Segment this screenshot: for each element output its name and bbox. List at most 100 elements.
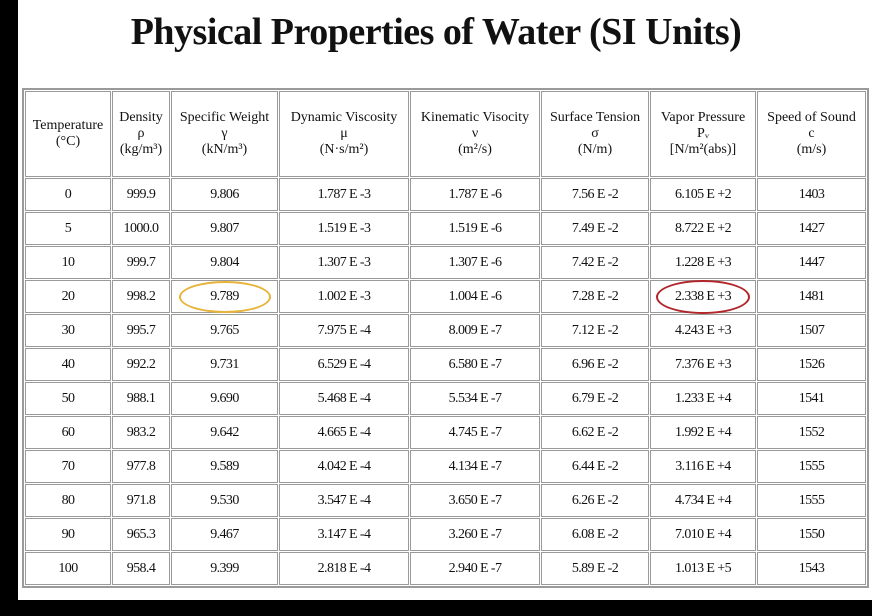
table-cell: 1.004 E -6 bbox=[410, 280, 540, 313]
table-cell: 1481 bbox=[757, 280, 866, 313]
table-cell: 30 bbox=[25, 314, 111, 347]
column-header-unit: (°C) bbox=[55, 134, 81, 149]
table-cell: 9.804 bbox=[171, 246, 278, 279]
table-cell: 4.243 E +3 bbox=[650, 314, 756, 347]
table-cell: 1.992 E +4 bbox=[650, 416, 756, 449]
table-cell: 50 bbox=[25, 382, 111, 415]
table-cell: 1541 bbox=[757, 382, 866, 415]
table-cell: 2.338 E +3 bbox=[650, 279, 756, 314]
table-cell: 5.534 E -7 bbox=[410, 382, 540, 415]
table-cell: 4.665 E -4 bbox=[279, 416, 409, 449]
table-cell: 1.002 E -3 bbox=[279, 280, 409, 313]
table-cell: 10 bbox=[25, 246, 111, 279]
table-row: 100 958.4 9.399 2.818 E -4 2.940 E -7 5.89 E … bbox=[25, 552, 866, 585]
table-header-row: Temperature (°C) Density ρ (kg/m³) Specific W… bbox=[25, 91, 866, 177]
column-header-symbol: c bbox=[808, 126, 815, 141]
column-header: Vapor Pressure Pᵥ [N/m²(abs)] bbox=[650, 91, 756, 177]
water-properties-table: Temperature (°C) Density ρ (kg/m³) Specific W… bbox=[22, 88, 869, 588]
column-header: Density ρ (kg/m³) bbox=[112, 91, 170, 177]
table-cell: 4.734 E +4 bbox=[650, 484, 756, 517]
table-cell: 5.89 E -2 bbox=[541, 552, 649, 585]
table-cell: 3.547 E -4 bbox=[279, 484, 409, 517]
column-header-unit: (N/m) bbox=[577, 142, 613, 157]
table-cell: 1000.0 bbox=[112, 212, 170, 245]
table-row: 60 983.2 9.642 4.665 E -4 4.745 E -7 6.62 E -… bbox=[25, 416, 866, 449]
table-cell: 0 bbox=[25, 178, 111, 211]
table-cell: 3.650 E -7 bbox=[410, 484, 540, 517]
column-header: Speed of Sound c (m/s) bbox=[757, 91, 866, 177]
table-cell: 1.228 E +3 bbox=[650, 246, 756, 279]
table-cell: 6.62 E -2 bbox=[541, 416, 649, 449]
table-row: 40 992.2 9.731 6.529 E -4 6.580 E -7 6.96 E -… bbox=[25, 348, 866, 381]
table-cell: 998.2 bbox=[112, 280, 170, 313]
table-cell: 1.307 E -3 bbox=[279, 246, 409, 279]
table-cell: 1.233 E +4 bbox=[650, 382, 756, 415]
table-cell: 4.745 E -7 bbox=[410, 416, 540, 449]
table-cell: 9.589 bbox=[171, 450, 278, 483]
column-header: Dynamic Viscosity μ (N·s/m²) bbox=[279, 91, 409, 177]
table-row: 70 977.8 9.589 4.042 E -4 4.134 E -7 6.44 E -… bbox=[25, 450, 866, 483]
table-cell: 80 bbox=[25, 484, 111, 517]
highlight-ellipse bbox=[656, 279, 750, 314]
table-cell: 6.105 E +2 bbox=[650, 178, 756, 211]
table-cell: 992.2 bbox=[112, 348, 170, 381]
column-header-unit: (kN/m³) bbox=[201, 142, 248, 157]
table-row: 50 988.1 9.690 5.468 E -4 5.534 E -7 6.79 E -… bbox=[25, 382, 866, 415]
table-cell: 7.42 E -2 bbox=[541, 246, 649, 279]
table-cell: 971.8 bbox=[112, 484, 170, 517]
column-header-unit: (m²/s) bbox=[458, 142, 492, 157]
table-cell: 9.399 bbox=[171, 552, 278, 585]
table-cell: 6.529 E -4 bbox=[279, 348, 409, 381]
table-cell: 999.9 bbox=[112, 178, 170, 211]
table-cell: 7.975 E -4 bbox=[279, 314, 409, 347]
table-row: 30 995.7 9.765 7.975 E -4 8.009 E -7 7.12 E -… bbox=[25, 314, 866, 347]
table-cell: 9.467 bbox=[171, 518, 278, 551]
table-cell: 999.7 bbox=[112, 246, 170, 279]
table-cell: 9.642 bbox=[171, 416, 278, 449]
table-cell: 977.8 bbox=[112, 450, 170, 483]
table-cell: 6.44 E -2 bbox=[541, 450, 649, 483]
table-cell: 9.530 bbox=[171, 484, 278, 517]
column-header-name: Kinematic Visocity bbox=[420, 110, 530, 125]
column-header-name: Dynamic Viscosity bbox=[290, 110, 398, 125]
table-cell: 1550 bbox=[757, 518, 866, 551]
table-cell: 8.009 E -7 bbox=[410, 314, 540, 347]
table-cell: 6.96 E -2 bbox=[541, 348, 649, 381]
table-row: 90 965.3 9.467 3.147 E -4 3.260 E -7 6.08 E -… bbox=[25, 518, 866, 551]
table-cell: 9.690 bbox=[171, 382, 278, 415]
table-cell: 60 bbox=[25, 416, 111, 449]
column-header-name: Vapor Pressure bbox=[660, 110, 746, 125]
column-header-symbol: ρ bbox=[137, 126, 145, 141]
column-header-name: Temperature bbox=[32, 118, 104, 133]
table-cell: 8.722 E +2 bbox=[650, 212, 756, 245]
table-cell: 958.4 bbox=[112, 552, 170, 585]
table-cell: 5.468 E -4 bbox=[279, 382, 409, 415]
table-cell: 9.789 bbox=[171, 280, 278, 313]
column-header-name: Surface Tension bbox=[549, 110, 641, 125]
table-cell: 1552 bbox=[757, 416, 866, 449]
table-cell: 9.731 bbox=[171, 348, 278, 381]
table-cell: 6.580 E -7 bbox=[410, 348, 540, 381]
table-cell: 4.134 E -7 bbox=[410, 450, 540, 483]
table-cell: 3.260 E -7 bbox=[410, 518, 540, 551]
column-header-unit: [N/m²(abs)] bbox=[669, 142, 737, 157]
table-cell: 1.519 E -3 bbox=[279, 212, 409, 245]
table-cell: 2.818 E -4 bbox=[279, 552, 409, 585]
column-header-symbol: σ bbox=[591, 126, 599, 141]
column-header-symbol: Pᵥ bbox=[697, 126, 709, 141]
column-header: Kinematic Visocity ν (m²/s) bbox=[410, 91, 540, 177]
table-cell: 6.26 E -2 bbox=[541, 484, 649, 517]
table-cell: 1526 bbox=[757, 348, 866, 381]
table-cell: 6.08 E -2 bbox=[541, 518, 649, 551]
table-body: 0 999.9 9.806 1.787 E -3 1.787 E -6 7.56 E -2… bbox=[25, 178, 866, 585]
table-cell: 1555 bbox=[757, 450, 866, 483]
table-cell: 9.806 bbox=[171, 178, 278, 211]
table-cell: 1.307 E -6 bbox=[410, 246, 540, 279]
table-cell: 7.49 E -2 bbox=[541, 212, 649, 245]
table-container: Temperature (°C) Density ρ (kg/m³) Specific W… bbox=[22, 88, 869, 588]
table-cell: 7.56 E -2 bbox=[541, 178, 649, 211]
column-header-unit: (kg/m³) bbox=[119, 142, 163, 157]
table-row: 80 971.8 9.530 3.547 E -4 3.650 E -7 6.26 E -… bbox=[25, 484, 866, 517]
table-cell: 3.116 E +4 bbox=[650, 450, 756, 483]
column-header-symbol: ν bbox=[471, 126, 479, 141]
